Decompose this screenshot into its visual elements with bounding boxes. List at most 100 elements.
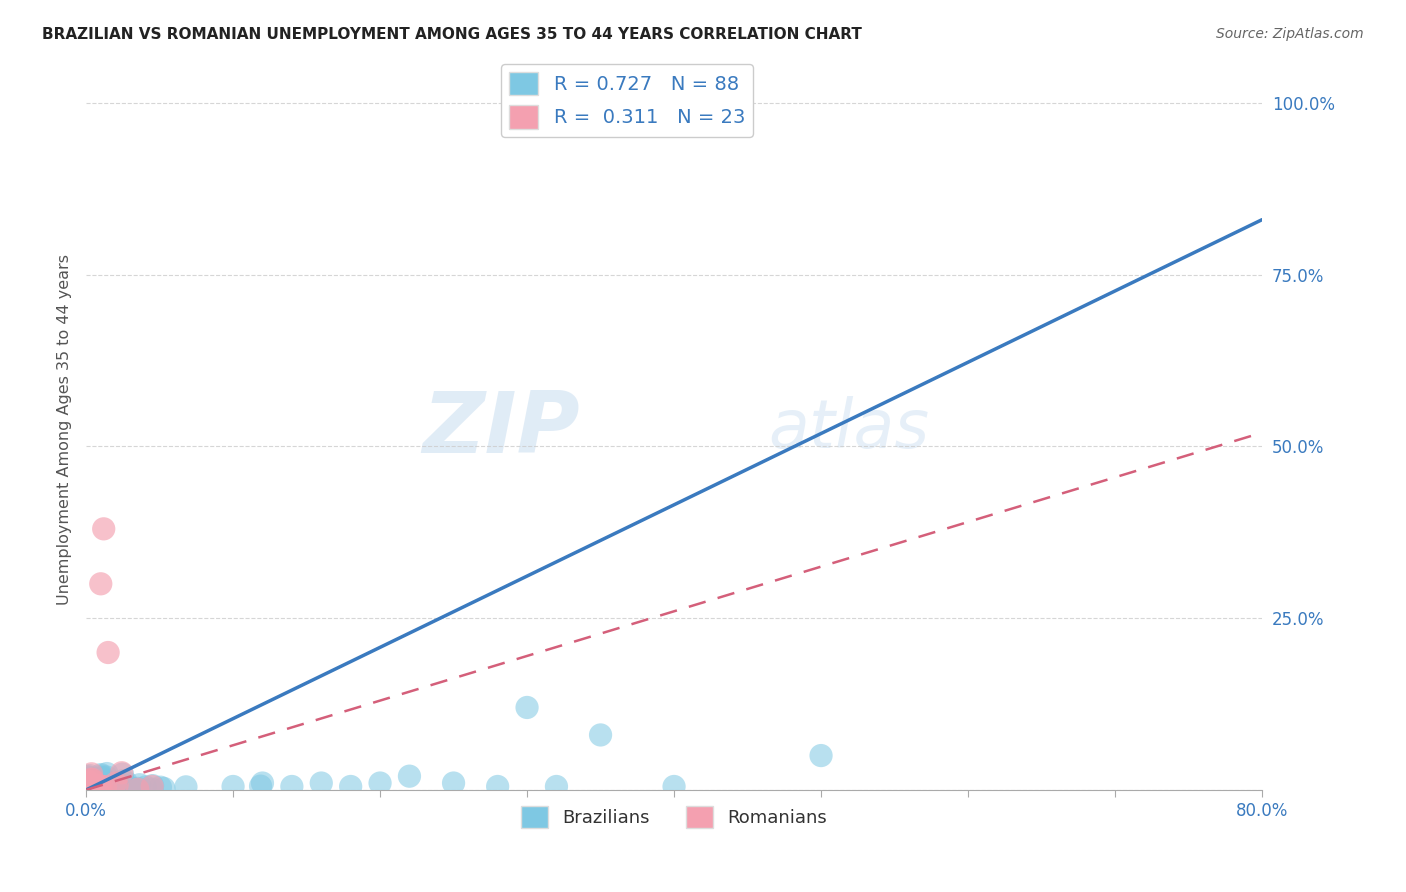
Point — [309, 776, 332, 790]
Point — [398, 769, 420, 783]
Point — [104, 776, 127, 790]
Point — [87, 778, 110, 792]
Point — [86, 782, 108, 797]
Point — [516, 700, 538, 714]
Point — [810, 748, 832, 763]
Point — [127, 781, 149, 796]
Point — [153, 781, 176, 796]
Point — [103, 782, 125, 797]
Point — [76, 780, 98, 795]
Point — [93, 522, 115, 536]
Point — [97, 646, 120, 660]
Point — [98, 782, 121, 797]
Point — [87, 781, 110, 796]
Point — [84, 773, 107, 788]
Point — [83, 780, 105, 795]
Point — [90, 769, 112, 783]
Point — [222, 780, 245, 794]
Point — [111, 778, 134, 792]
Point — [82, 774, 104, 789]
Point — [84, 780, 107, 795]
Point — [96, 770, 118, 784]
Legend: Brazilians, Romanians: Brazilians, Romanians — [513, 798, 835, 835]
Point — [107, 778, 129, 792]
Point — [79, 771, 101, 785]
Point — [83, 782, 105, 797]
Point — [90, 781, 112, 796]
Point — [84, 782, 107, 797]
Point — [368, 776, 391, 790]
Point — [589, 728, 612, 742]
Point — [249, 779, 271, 793]
Point — [83, 780, 105, 794]
Point — [339, 780, 361, 794]
Point — [84, 776, 107, 790]
Point — [77, 782, 100, 797]
Point — [115, 775, 138, 789]
Point — [87, 780, 110, 795]
Point — [281, 780, 304, 794]
Text: Source: ZipAtlas.com: Source: ZipAtlas.com — [1216, 27, 1364, 41]
Text: atlas: atlas — [768, 396, 929, 462]
Point — [79, 775, 101, 789]
Point — [84, 778, 107, 792]
Point — [90, 780, 112, 794]
Point — [127, 782, 149, 797]
Point — [86, 776, 108, 790]
Point — [103, 782, 125, 797]
Point — [76, 782, 98, 797]
Point — [80, 781, 103, 796]
Point — [76, 774, 98, 789]
Point — [142, 779, 165, 793]
Point — [80, 781, 103, 796]
Point — [79, 774, 101, 789]
Point — [77, 778, 100, 792]
Point — [90, 774, 112, 789]
Point — [91, 771, 114, 785]
Point — [76, 775, 98, 789]
Point — [111, 765, 134, 780]
Point — [89, 774, 111, 789]
Point — [91, 776, 114, 790]
Point — [486, 780, 509, 794]
Y-axis label: Unemployment Among Ages 35 to 44 years: Unemployment Among Ages 35 to 44 years — [58, 253, 72, 605]
Point — [90, 767, 112, 781]
Point — [105, 781, 128, 796]
Point — [76, 777, 98, 791]
Point — [135, 780, 157, 794]
Point — [83, 781, 105, 796]
Point — [80, 781, 103, 796]
Point — [76, 781, 98, 796]
Point — [252, 776, 274, 790]
Point — [107, 782, 129, 797]
Point — [82, 772, 104, 787]
Point — [98, 782, 121, 797]
Point — [87, 779, 110, 793]
Point — [83, 780, 105, 794]
Point — [108, 780, 131, 794]
Point — [141, 780, 163, 794]
Point — [443, 776, 465, 790]
Point — [112, 773, 135, 788]
Point — [77, 775, 100, 789]
Point — [89, 780, 111, 795]
Point — [79, 776, 101, 790]
Point — [122, 782, 145, 797]
Point — [121, 780, 143, 795]
Point — [94, 782, 117, 797]
Point — [111, 767, 134, 781]
Point — [79, 768, 101, 782]
Point — [76, 770, 98, 784]
Point — [76, 781, 98, 796]
Point — [149, 780, 172, 794]
Point — [77, 779, 100, 793]
Text: ZIP: ZIP — [422, 388, 581, 471]
Point — [79, 781, 101, 796]
Point — [82, 780, 104, 794]
Text: BRAZILIAN VS ROMANIAN UNEMPLOYMENT AMONG AGES 35 TO 44 YEARS CORRELATION CHART: BRAZILIAN VS ROMANIAN UNEMPLOYMENT AMONG… — [42, 27, 862, 42]
Point — [84, 781, 107, 796]
Point — [80, 772, 103, 787]
Point — [80, 767, 103, 781]
Point — [90, 779, 112, 793]
Point — [96, 766, 118, 780]
